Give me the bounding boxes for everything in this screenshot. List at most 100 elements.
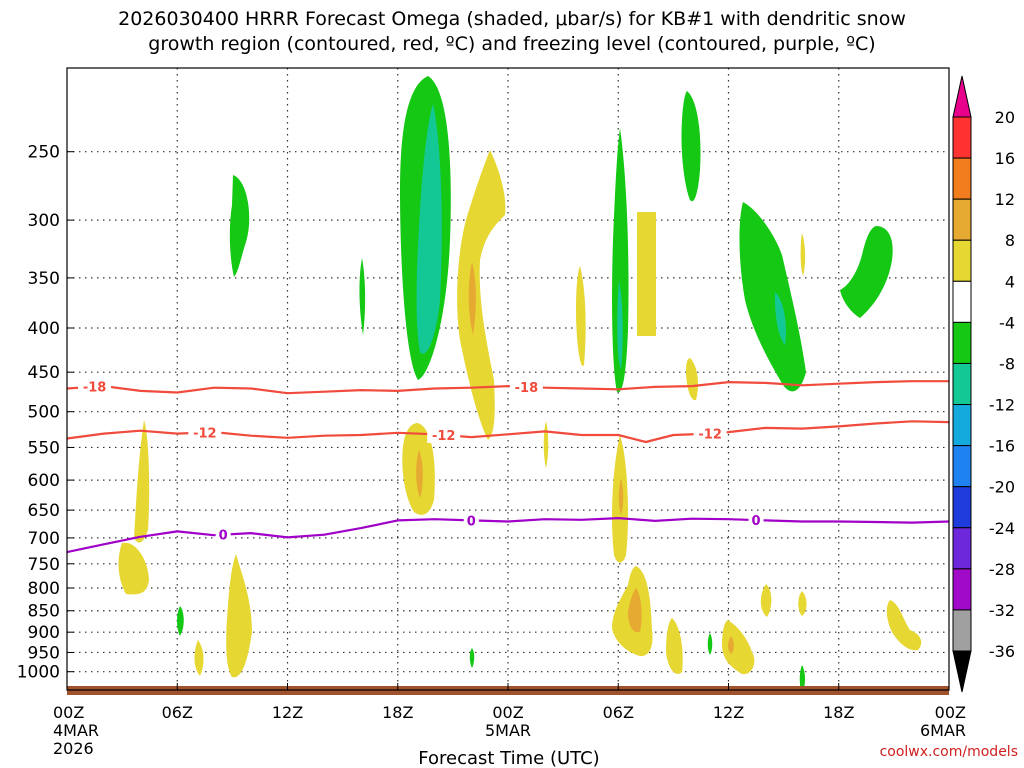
colorbar-tick-label: -16	[989, 437, 1015, 456]
x-tick-label: 12Z	[272, 703, 303, 722]
contour-label: -12	[193, 426, 217, 441]
x-tick-date: 5MAR	[485, 721, 531, 740]
chart-title-line-1: 2026030400 HRRR Forecast Omega (shaded, …	[118, 8, 906, 30]
contour-label-bg	[463, 512, 479, 529]
colorbar-segment	[952, 609, 972, 652]
contour-label-bg	[188, 424, 222, 441]
y-tick-label: 300	[28, 211, 60, 231]
colorbar-tick-label: -24	[989, 519, 1015, 538]
contour-label-bg	[78, 378, 112, 395]
omega-core	[468, 262, 476, 335]
colorbar-segment	[952, 239, 972, 282]
omega-blob	[760, 584, 772, 617]
colorbar-segment	[952, 362, 972, 406]
x-tick-label: 00Z	[492, 703, 523, 722]
colorbar-segment	[952, 486, 972, 529]
colorbar-top-arrow	[952, 75, 972, 118]
omega-blob	[666, 618, 683, 674]
colorbar-bottom-arrow	[952, 650, 972, 693]
contours: -18 -18 -12 -12 -12 0 0 0	[67, 378, 949, 554]
x-tick-label: 06Z	[162, 703, 193, 722]
omega-blob	[686, 358, 698, 401]
omega-blob	[469, 648, 475, 668]
colorbar-tick-label: -4	[999, 313, 1015, 332]
colorbar-tick-label: -32	[989, 601, 1015, 620]
omega-blob	[739, 202, 806, 392]
y-tick-label: 900	[28, 623, 60, 643]
contour-label: -12	[698, 428, 722, 443]
y-tick-label: 1000	[17, 663, 60, 683]
colorbar-segment	[952, 198, 972, 241]
omega-blob	[637, 212, 656, 336]
omega-blob	[543, 421, 549, 468]
colorbar-tick-label: -12	[989, 396, 1015, 415]
omega-core	[416, 104, 442, 354]
y-tick-label: 350	[28, 269, 60, 289]
x-tick-label: 18Z	[823, 703, 854, 722]
contour-label: 0	[467, 514, 476, 529]
omega-blob	[134, 420, 150, 543]
y-tick-label: 250	[28, 143, 60, 163]
omega-core	[618, 478, 624, 515]
x-tick-label: 12Z	[713, 703, 744, 722]
omega-core	[416, 450, 423, 498]
y-tick-label: 650	[28, 501, 60, 521]
contour-label: 0	[752, 514, 761, 529]
colorbar-segment	[952, 321, 972, 364]
x-tick-date: 6MAR	[920, 721, 966, 740]
omega-blob	[840, 226, 893, 318]
contour-label: -18	[515, 381, 539, 396]
x-tick-year: 2026	[53, 739, 94, 758]
omega-blob	[800, 233, 806, 276]
y-tick-label: 700	[28, 529, 60, 549]
y-tick-label: 800	[28, 579, 60, 599]
contour-label-bg	[427, 426, 461, 443]
contour-label: -18	[83, 381, 107, 396]
colorbar-tick-label: -36	[989, 642, 1015, 661]
omega-blob	[194, 640, 204, 676]
omega-blob	[799, 665, 805, 690]
y-tick-label: 550	[28, 438, 60, 458]
omega-blob	[612, 128, 629, 393]
omega-blob	[886, 600, 922, 651]
omega-blob	[707, 633, 713, 655]
omega-core	[728, 636, 734, 654]
contour-label-bg	[748, 512, 764, 529]
colorbar-tick-label: 8	[1005, 231, 1015, 250]
colorbar-tick-label: 20	[995, 108, 1015, 127]
credit-link[interactable]: coolwx.com/models	[879, 744, 1018, 760]
omega-blob	[229, 175, 250, 277]
contour-label-bg	[215, 526, 231, 543]
omega-blob	[722, 620, 755, 675]
x-tick-label: 06Z	[603, 703, 634, 722]
contour-label-bg	[693, 425, 727, 442]
omega-blob	[576, 266, 586, 366]
contour-line	[67, 380, 949, 395]
omega-core	[774, 292, 786, 345]
y-tick-label: 950	[28, 643, 60, 663]
colorbar-segment	[952, 445, 972, 488]
y-tick-label: 850	[28, 602, 60, 622]
omega-shading	[118, 76, 922, 690]
omega-core	[628, 588, 642, 633]
omega-blob	[118, 542, 149, 595]
colorbar-segment	[952, 527, 972, 570]
contour-label: 0	[219, 529, 228, 544]
x-tick-date: 4MAR	[53, 721, 99, 740]
y-tick-label: 750	[28, 555, 60, 575]
colorbar-tick-label: -28	[989, 560, 1015, 579]
omega-blob	[177, 606, 184, 636]
colorbar-segment	[952, 280, 972, 323]
colorbar-tick-label: 4	[1005, 272, 1015, 291]
colorbar-segment	[952, 404, 972, 447]
y-tick-label: 450	[28, 363, 60, 383]
colorbar-segment	[952, 568, 972, 611]
x-tick-label: 00Z	[53, 703, 84, 722]
y-axis: 2503003504004505005506006507007508008509…	[17, 143, 74, 683]
omega-blob	[359, 258, 366, 335]
colorbar-segment	[952, 157, 972, 200]
x-tick-label: 00Z	[935, 703, 966, 722]
colorbar-tick-label: -20	[989, 478, 1015, 497]
